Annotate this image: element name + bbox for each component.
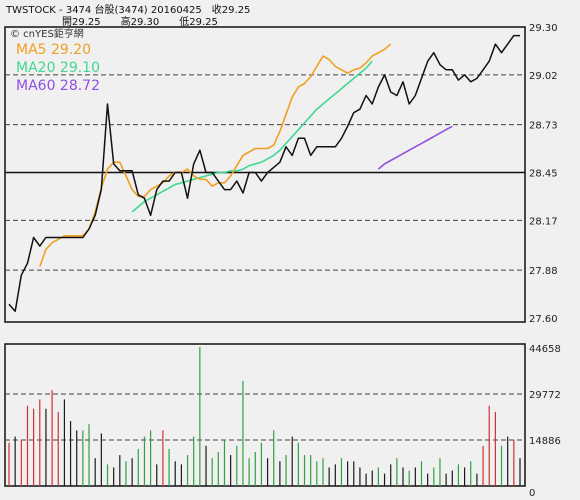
series-line-ma60: [377, 125, 453, 170]
header-line-2: 開29.25 高29.30 低29.25: [62, 17, 218, 28]
volume-tick-label: 14886: [529, 436, 561, 447]
legend-ma20: MA20 29.10: [16, 60, 100, 76]
watermark: © cnYES鉅亨網: [10, 27, 84, 40]
legend-ma5: MA5 29.20: [16, 42, 91, 58]
header-line-1: TWSTOCK - 3474 台股(3474) 20160425 收29.25: [6, 5, 251, 16]
series-line-ma20: [131, 60, 373, 213]
price-tick-label: 28.17: [529, 216, 558, 227]
price-panel-frame: [4, 26, 526, 323]
volume-tick-label: 29772: [529, 390, 561, 401]
price-tick-label: 28.45: [529, 169, 558, 180]
volume-tick-label: 0: [529, 488, 535, 499]
price-tick-label: 29.02: [529, 71, 558, 82]
series-line-price: [8, 34, 520, 312]
legend-ma60: MA60 28.72: [16, 78, 100, 94]
price-tick-label: 27.60: [529, 314, 558, 325]
volume-panel-frame: [4, 343, 526, 487]
price-tick-label: 29.30: [529, 23, 558, 34]
volume-tick-label: 44658: [529, 344, 561, 355]
price-tick-label: 27.88: [529, 266, 558, 277]
price-tick-label: 28.73: [529, 121, 558, 132]
